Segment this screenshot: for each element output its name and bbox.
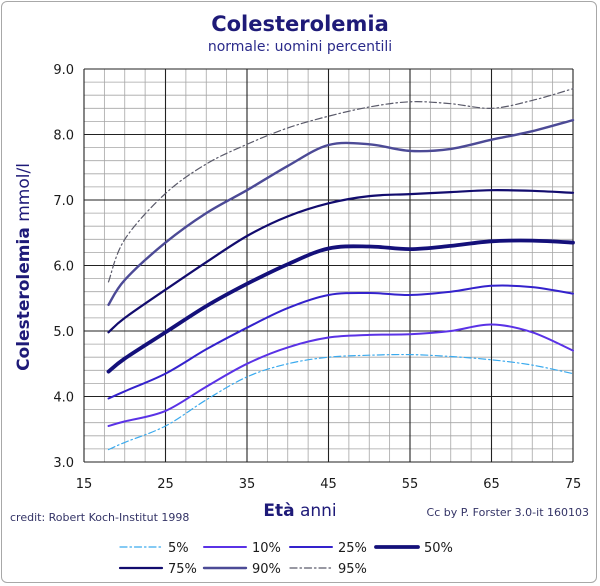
- x-tick-label: 25: [157, 477, 174, 492]
- y-tick-label: 9.0: [53, 63, 74, 78]
- y-tick-label: 3.0: [53, 456, 74, 471]
- credit-source: credit: Robert Koch-Institut 1998: [10, 511, 189, 524]
- x-axis-label: Età anni: [263, 501, 336, 521]
- series-line-p50: [106, 238, 575, 374]
- legend-label-p25: 25%: [338, 541, 367, 556]
- y-tick-label: 8.0: [53, 129, 74, 144]
- y-axis-label: Colesterolemia mmol/l: [14, 163, 34, 371]
- series-line-p25: [107, 284, 574, 400]
- x-axis-label-unit: anni: [295, 501, 337, 521]
- x-tick-label: 55: [402, 477, 419, 492]
- x-tick-label: 15: [76, 477, 93, 492]
- series-line-p10: [107, 323, 574, 427]
- y-tick-label: 7.0: [53, 194, 74, 209]
- legend-label-p50: 50%: [424, 541, 453, 556]
- y-tick-label: 5.0: [53, 325, 74, 340]
- y-axis-label-bold: Colesterolemia: [14, 227, 34, 371]
- legend: 5% 10% 25% 50% 75% 90% 95%: [118, 541, 453, 577]
- x-tick-label: 75: [565, 477, 582, 492]
- y-axis-label-unit: mmol/l: [14, 163, 34, 227]
- series-line-p95: [107, 88, 574, 283]
- credit-license: Cc by P. Forster 3.0-it 160103: [427, 506, 589, 519]
- tick-labels: 15 25 35 45 55 65 75 3.0 4.0 5.0 6.0 7.0 8.0 9.0: [53, 63, 581, 492]
- legend-label-p10: 10%: [252, 541, 281, 556]
- x-axis-label-bold: Età: [263, 501, 294, 521]
- x-tick-label: 35: [239, 477, 256, 492]
- grid-lines: [83, 68, 574, 463]
- x-tick-label: 45: [320, 477, 337, 492]
- legend-label-p75: 75%: [168, 562, 197, 577]
- y-tick-label: 6.0: [53, 260, 74, 275]
- series-layer: [106, 88, 575, 451]
- series-line-p5: [107, 353, 574, 451]
- series-line-p75: [107, 189, 575, 334]
- y-tick-label: 4.0: [53, 391, 74, 406]
- legend-label-p5: 5%: [168, 541, 189, 556]
- chart-subtitle: normale: uomini percentili: [208, 39, 392, 55]
- x-tick-label: 65: [483, 477, 500, 492]
- legend-label-p95: 95%: [338, 562, 367, 577]
- series-line-p90: [107, 118, 575, 306]
- legend-label-p90: 90%: [252, 562, 281, 577]
- chart-title: Colesterolemia: [211, 12, 389, 36]
